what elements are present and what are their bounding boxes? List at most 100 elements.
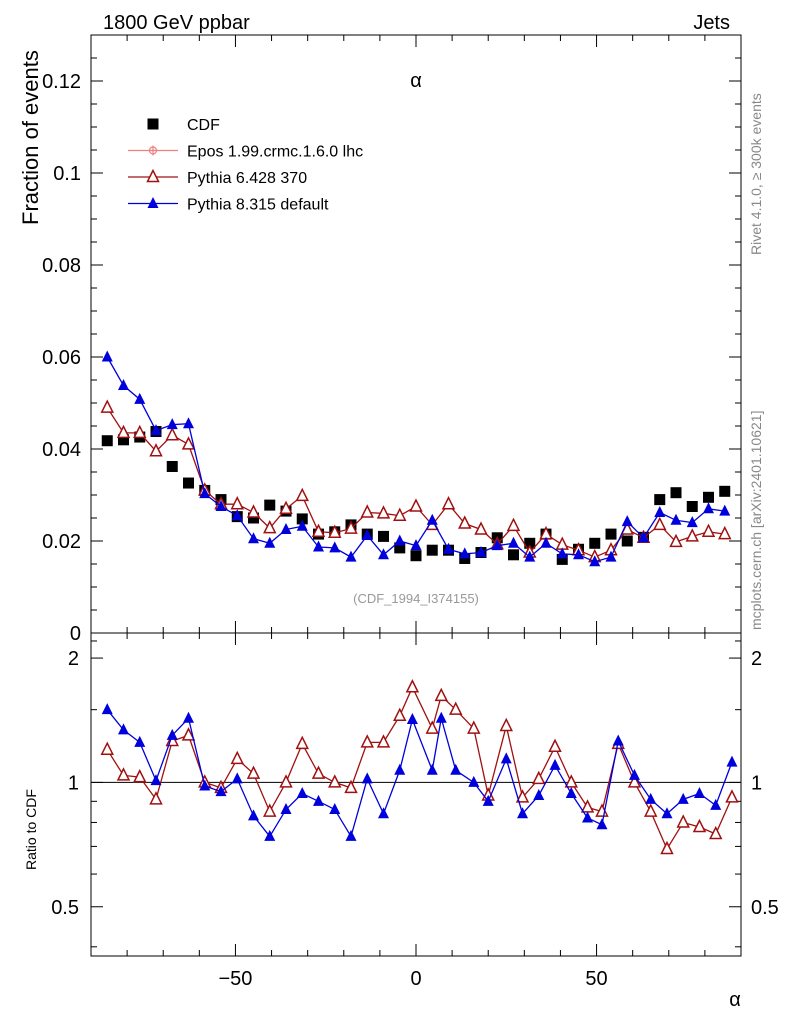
ratio-point bbox=[361, 772, 373, 784]
ratio-series-group bbox=[100, 679, 739, 855]
ratio-point bbox=[709, 825, 723, 840]
data-point bbox=[248, 532, 259, 544]
data-point bbox=[166, 418, 178, 430]
data-point bbox=[230, 496, 244, 510]
data-point bbox=[149, 443, 163, 457]
ratio-point bbox=[726, 755, 738, 767]
ratio-point bbox=[612, 734, 624, 746]
ratio-point bbox=[280, 802, 292, 814]
ratio-point bbox=[230, 750, 244, 765]
ratio-point bbox=[482, 794, 494, 806]
header-right: Jets bbox=[693, 12, 730, 34]
data-point bbox=[394, 542, 406, 554]
data-point bbox=[101, 435, 113, 447]
ratio-point bbox=[660, 840, 674, 855]
data-point bbox=[150, 424, 162, 436]
side-label-mcplots: mcplots.cern.ch [arXiv:2401.10621] bbox=[748, 411, 764, 630]
data-point bbox=[263, 519, 277, 534]
ratio-point bbox=[467, 720, 481, 734]
data-point bbox=[506, 517, 521, 532]
y-axis-label: Fraction of events bbox=[18, 50, 43, 225]
ratio-point bbox=[134, 735, 146, 747]
data-point bbox=[703, 502, 714, 514]
legend-label: Pythia 8.315 default bbox=[187, 197, 329, 214]
data-point bbox=[589, 537, 601, 549]
ratio-point bbox=[344, 779, 358, 794]
data-point bbox=[295, 487, 309, 502]
ratio-point bbox=[394, 763, 406, 775]
ratio-point bbox=[661, 807, 673, 819]
ratio-series-line bbox=[106, 709, 733, 839]
ratio-point bbox=[406, 713, 418, 725]
data-point bbox=[426, 513, 438, 525]
ratio-point bbox=[515, 789, 530, 803]
x-tick-label: 50 bbox=[585, 968, 607, 990]
data-point bbox=[459, 547, 471, 559]
data-point bbox=[410, 539, 422, 551]
data-point bbox=[264, 536, 276, 548]
ratio-point bbox=[565, 787, 577, 799]
legend-marker bbox=[147, 118, 159, 130]
data-point bbox=[360, 504, 374, 518]
data-point bbox=[621, 535, 633, 547]
data-point bbox=[181, 436, 196, 450]
data-point bbox=[345, 550, 357, 562]
data-point bbox=[701, 523, 716, 538]
ratio-point bbox=[450, 763, 462, 775]
ratio-point bbox=[248, 809, 259, 821]
ratio-point bbox=[693, 787, 705, 799]
data-point bbox=[458, 515, 472, 529]
ratio-point bbox=[118, 723, 129, 735]
ratio-tick-label-left: 1 bbox=[68, 772, 79, 794]
data-point bbox=[556, 547, 568, 559]
data-point bbox=[134, 392, 146, 404]
ratio-point bbox=[313, 794, 324, 806]
ratio-point bbox=[295, 735, 309, 750]
ratio-point bbox=[231, 772, 243, 784]
data-point bbox=[589, 555, 601, 567]
ratio-point bbox=[329, 802, 341, 814]
ratio-point bbox=[434, 687, 448, 702]
ratio-point bbox=[345, 829, 357, 841]
ratio-point bbox=[582, 811, 594, 823]
data-point bbox=[686, 516, 698, 528]
ratio-panel-frame bbox=[90, 632, 742, 957]
x-tick-label: −50 bbox=[218, 968, 252, 990]
ratio-series-line bbox=[106, 685, 733, 851]
data-point bbox=[199, 487, 211, 499]
data-point bbox=[328, 524, 342, 538]
data-point bbox=[605, 528, 617, 540]
ratio-point bbox=[710, 798, 722, 810]
data-point bbox=[133, 424, 147, 439]
ratio-point bbox=[692, 818, 707, 833]
data-point bbox=[524, 537, 536, 549]
data-point bbox=[376, 505, 391, 519]
data-point bbox=[378, 530, 389, 542]
ratio-point bbox=[517, 807, 529, 819]
ratio-point bbox=[150, 774, 162, 786]
data-point bbox=[118, 434, 129, 446]
ratio-point bbox=[116, 767, 131, 781]
ratio-point bbox=[101, 703, 113, 715]
x-tick-label: 0 bbox=[410, 968, 421, 990]
data-point bbox=[183, 477, 194, 489]
data-point bbox=[685, 528, 699, 542]
ratio-point bbox=[405, 679, 420, 693]
ratio-tick-label-left: 0.5 bbox=[51, 897, 79, 919]
data-point bbox=[670, 487, 682, 499]
ratio-point bbox=[100, 741, 114, 755]
y-tick-label: 0.12 bbox=[42, 71, 81, 93]
data-point bbox=[248, 512, 259, 524]
ratio-tick-label-right: 1 bbox=[751, 772, 762, 794]
plot-title: α bbox=[410, 70, 422, 92]
data-point bbox=[393, 507, 407, 521]
data-point bbox=[183, 417, 194, 429]
ratio-point bbox=[725, 789, 739, 803]
data-point bbox=[118, 379, 129, 391]
data-point bbox=[101, 350, 113, 362]
data-point bbox=[441, 496, 456, 510]
data-point bbox=[264, 499, 276, 511]
data-point bbox=[719, 485, 731, 497]
ratio-point bbox=[181, 727, 196, 741]
